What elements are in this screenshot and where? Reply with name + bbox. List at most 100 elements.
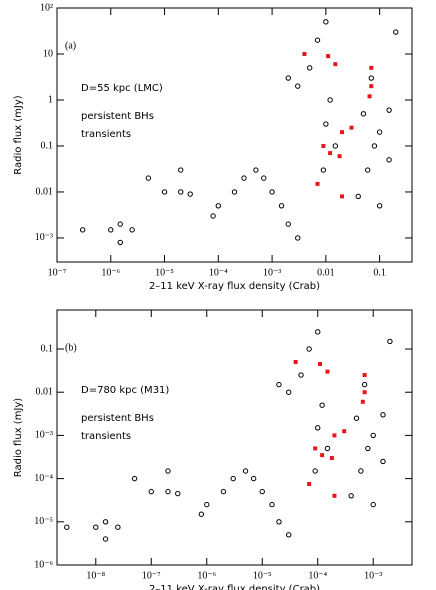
transient-point	[321, 143, 326, 148]
transient-point	[369, 84, 374, 89]
transient-point	[333, 62, 338, 67]
transient-point	[325, 369, 330, 374]
x-tick-label: 10⁻⁶	[101, 267, 120, 278]
persistent-point	[386, 157, 392, 163]
transient-point	[313, 446, 318, 451]
persistent-point	[253, 167, 259, 173]
persistent-point	[108, 227, 114, 233]
x-tick-label: 10⁻⁸	[86, 570, 105, 581]
y-tick-label: 10⁻³	[35, 430, 53, 441]
persistent-point	[102, 519, 109, 525]
persistent-point	[387, 338, 393, 345]
persistent-point	[115, 524, 121, 530]
persistent-point	[355, 193, 361, 200]
annotation: D=55 kpc (LMC)	[81, 83, 163, 94]
x-tick-label: 10⁻³	[364, 570, 382, 581]
persistent-point	[298, 372, 304, 378]
legend-entry: transients	[81, 129, 131, 140]
persistent-point	[241, 175, 247, 181]
persistent-point	[348, 493, 354, 499]
persistent-point	[261, 175, 267, 181]
persistent-point	[376, 203, 383, 209]
persistent-point	[175, 490, 181, 497]
y-axis-label: Radio flux (mJy)	[13, 95, 24, 175]
persistent-point	[79, 227, 86, 233]
persistent-point	[386, 107, 392, 113]
persistent-point	[129, 227, 135, 233]
persistent-point	[380, 458, 386, 465]
persistent-point	[102, 536, 109, 542]
transient-point	[326, 54, 331, 59]
y-tick-label: 0.01	[36, 186, 54, 197]
persistent-point	[64, 524, 70, 530]
y-tick-label: 10⁻⁶	[34, 559, 53, 570]
persistent-point	[327, 97, 333, 103]
persistent-point	[320, 167, 327, 173]
persistent-point	[148, 488, 154, 495]
persistent-point	[370, 501, 376, 508]
x-tick-label: 10⁻⁵	[253, 570, 272, 581]
x-tick-label: 10⁻⁷	[142, 570, 161, 581]
persistent-point	[231, 189, 238, 195]
y-tick-label: 0.1	[41, 140, 54, 151]
transient-point	[320, 453, 325, 458]
transient-point	[293, 360, 298, 365]
legend-entry: persistent BHs	[81, 413, 154, 424]
persistent-point	[178, 189, 184, 195]
transient-point	[360, 399, 365, 404]
transient-point	[337, 154, 342, 159]
transient-point	[367, 94, 372, 99]
persistent-point	[187, 191, 193, 197]
transient-point	[328, 151, 333, 156]
transient-point	[329, 455, 334, 460]
persistent-point	[323, 19, 329, 25]
persistent-point	[324, 445, 331, 452]
x-tick-label: 0.1	[373, 267, 386, 278]
persistent-point	[161, 189, 168, 195]
persistent-point	[250, 475, 257, 482]
transient-point	[332, 433, 337, 438]
persistent-point	[295, 83, 301, 89]
persistent-point	[117, 221, 123, 227]
persistent-point	[276, 519, 282, 525]
persistent-point	[380, 412, 386, 418]
persistent-point	[315, 425, 321, 431]
transient-point	[318, 361, 323, 366]
x-tick-label: 10⁻⁴	[209, 267, 228, 278]
x-tick-label: 10⁻⁴	[308, 570, 327, 581]
legend-entry: transients	[81, 431, 131, 442]
transient-point	[340, 194, 345, 199]
x-axis-label: 2–11 keV X-ray flux density (Crab)	[149, 584, 320, 590]
x-tick-label: 0.01	[317, 267, 335, 278]
persistent-point	[370, 432, 376, 439]
panel-label: (b)	[65, 342, 77, 353]
y-tick-label: 10⁻³	[35, 232, 53, 243]
plot-frame	[56, 7, 413, 263]
persistent-point	[365, 445, 371, 452]
persistent-point	[376, 129, 383, 135]
persistent-point	[93, 524, 99, 530]
persistent-point	[306, 65, 313, 71]
transient-point	[349, 125, 354, 130]
persistent-point	[276, 381, 282, 388]
y-tick-label: 10	[43, 48, 53, 59]
transient-point	[340, 130, 345, 135]
panel-label: (a)	[65, 40, 76, 51]
y-axis-label: Radio flux (mJy)	[13, 398, 24, 478]
persistent-point	[358, 468, 364, 474]
x-tick-label: 10⁻⁶	[197, 570, 216, 581]
x-tick-label: 10⁻⁵	[155, 267, 174, 278]
plot-frame	[56, 309, 413, 566]
persistent-point	[269, 189, 275, 195]
persistent-point	[353, 415, 360, 421]
persistent-point	[286, 532, 292, 538]
persistent-point	[364, 167, 371, 173]
persistent-point	[393, 29, 399, 35]
annotation: D=780 kpc (M31)	[81, 385, 169, 396]
x-tick-label: 10⁻⁷	[48, 267, 67, 278]
transient-point	[369, 65, 374, 70]
persistent-point	[145, 175, 152, 181]
persistent-point	[361, 381, 368, 388]
transient-point	[332, 493, 337, 498]
